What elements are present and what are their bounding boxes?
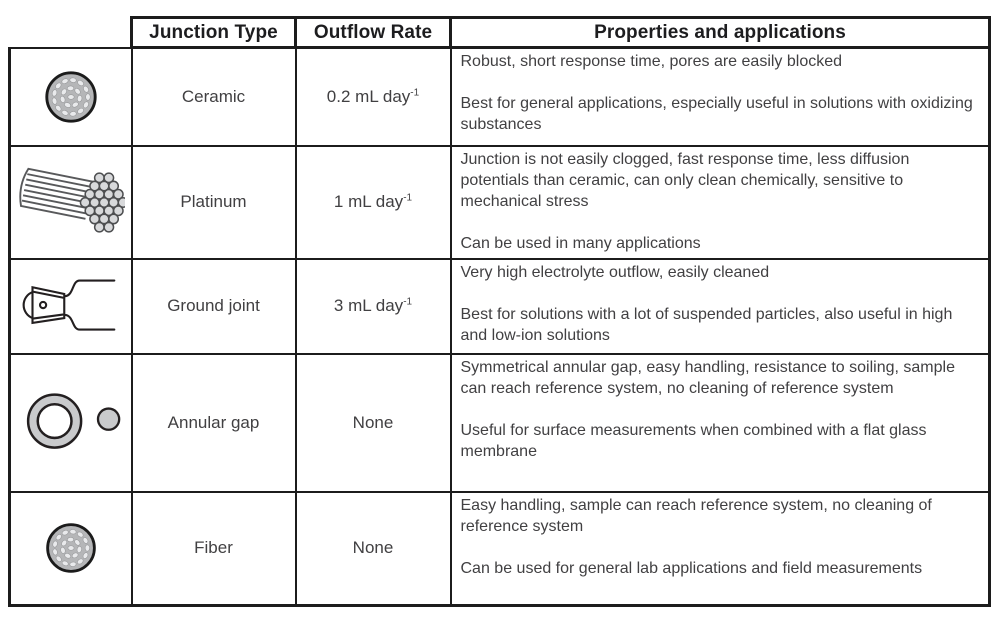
rate-exponent: -1 (403, 192, 413, 204)
applications-text: Useful for surface measurements when com… (460, 421, 927, 460)
table-row-platinum: Platinum 1 mL day-1 Junction is not easi… (8, 144, 991, 260)
rate-exponent: -1 (410, 87, 420, 99)
header-outflow-rate: Outflow Rate (294, 16, 452, 49)
applications-text: Best for general applications, especiall… (460, 95, 973, 133)
rate-base: None (352, 538, 394, 558)
rate-base: 3 mL day (333, 296, 404, 315)
properties-text: Symmetrical annular gap, easy handling, … (460, 358, 955, 397)
rate-exponent: -1 (403, 296, 413, 308)
applications-text: Can be used in many applications (460, 234, 701, 252)
outflow-rate-value: 0.2 mL day-1 (294, 46, 452, 147)
platinum-icon-cell (8, 144, 133, 260)
header-properties: Properties and applications (449, 16, 991, 49)
ground-joint-icon-cell (8, 257, 133, 355)
junction-type-value: Fiber (130, 490, 297, 607)
table-row-fiber: Fiber None Easy handling, sample can rea… (8, 490, 991, 607)
header-junction-type: Junction Type (130, 16, 297, 49)
properties-cell: Junction is not easily clogged, fast res… (449, 144, 991, 260)
ground-joint-electrode-icon (22, 278, 116, 331)
table-row-ceramic: Ceramic 0.2 mL day-1 Robust, short respo… (8, 46, 991, 147)
outflow-rate-value: 1 mL day-1 (294, 144, 452, 260)
header-corner-empty (10, 18, 132, 48)
ceramic-icon-cell (8, 46, 133, 147)
properties-text: Easy handling, sample can reach referenc… (460, 496, 932, 535)
annular-gap-rings-icon (26, 392, 121, 449)
properties-text: Very high electrolyte outflow, easily cl… (460, 263, 770, 281)
fiber-junction-cross-section-icon (45, 523, 96, 574)
annular-gap-icon-cell (8, 352, 133, 493)
properties-text: Junction is not easily clogged, fast res… (460, 150, 910, 210)
rate-base: 0.2 mL day (326, 86, 411, 106)
properties-text: Robust, short response time, pores are e… (460, 53, 843, 70)
rate-base: None (352, 412, 394, 432)
ceramic-junction-cross-section-icon (45, 70, 97, 123)
junction-comparison-table: Junction Type Outflow Rate Properties an… (8, 16, 991, 607)
fiber-icon-cell (8, 490, 133, 607)
outflow-rate-value: None (294, 352, 452, 493)
junction-type-value: Annular gap (130, 352, 297, 493)
junction-type-value: Ground joint (130, 257, 297, 355)
header-row: Junction Type Outflow Rate Properties an… (10, 16, 991, 49)
properties-cell: Very high electrolyte outflow, easily cl… (449, 257, 991, 355)
table-row-annular-gap: Annular gap None Symmetrical annular gap… (8, 352, 991, 493)
table-row-ground-joint: Ground joint 3 mL day-1 Very high electr… (8, 257, 991, 355)
properties-cell: Symmetrical annular gap, easy handling, … (449, 352, 991, 493)
outflow-rate-value: 3 mL day-1 (294, 257, 452, 355)
rate-base: 1 mL day (333, 192, 404, 211)
junction-type-value: Platinum (130, 144, 297, 260)
properties-cell: Robust, short response time, pores are e… (449, 46, 991, 147)
applications-text: Best for solutions with a lot of suspend… (460, 305, 953, 344)
platinum-wire-bundle-icon (19, 167, 125, 233)
outflow-rate-value: None (294, 490, 452, 607)
properties-cell: Easy handling, sample can reach referenc… (449, 490, 991, 607)
applications-text: Can be used for general lab applications… (460, 559, 923, 577)
junction-type-value: Ceramic (130, 46, 297, 147)
